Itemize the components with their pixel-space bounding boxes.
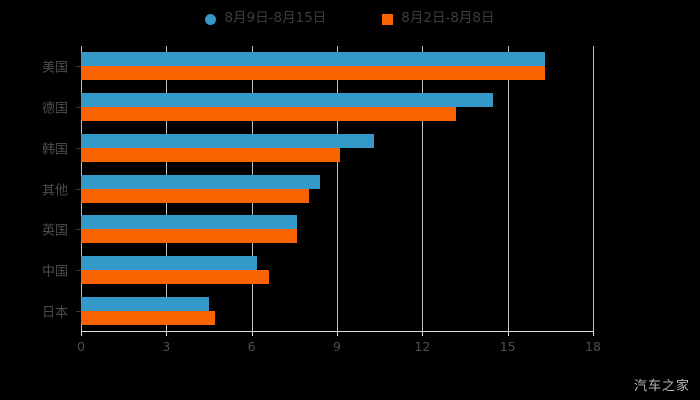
bar-英国-series1[interactable] (81, 215, 298, 230)
y-tick-mark-1 (76, 107, 80, 109)
x-axis-line (81, 331, 594, 332)
gridline-x-9 (337, 46, 338, 331)
y-axis-label-0: 美国 (41, 60, 68, 76)
x-tick-mark-18 (593, 331, 594, 336)
y-tick-mark-5 (76, 269, 80, 271)
gridline-x-15 (507, 46, 509, 331)
legend-label: 8月9日-8月15日 (224, 10, 327, 27)
gridline-x-12 (422, 46, 424, 331)
x-tick-label: 0 (77, 339, 85, 354)
x-tick-mark-3 (166, 331, 168, 336)
x-tick-mark-6 (251, 331, 253, 336)
bar-德国-series1[interactable] (81, 93, 494, 108)
bar-日本-series1[interactable] (81, 296, 209, 311)
x-tick-mark-0 (81, 331, 82, 336)
x-tick-mark-12 (422, 331, 424, 336)
x-tick-label: 18 (585, 339, 601, 354)
x-tick-label: 9 (333, 339, 341, 354)
y-axis-label-6: 日本 (41, 305, 68, 321)
y-tick-mark-2 (76, 147, 80, 149)
bar-德国-series2[interactable] (81, 107, 457, 122)
bar-其他-series1[interactable] (81, 174, 320, 189)
x-tick-label: 6 (247, 339, 256, 354)
y-axis-label-4: 英国 (41, 223, 68, 239)
x-tick-label: 15 (499, 339, 516, 354)
y-tick-mark-4 (76, 229, 80, 231)
bar-美国-series2[interactable] (81, 66, 545, 81)
x-tick-mark-9 (337, 331, 338, 336)
y-tick-mark-3 (76, 188, 80, 190)
y-axis-label-3: 其他 (41, 183, 68, 198)
legend-item-2[interactable]: 8月2日-8月8日 (382, 10, 495, 27)
bar-中国-series2[interactable] (81, 269, 269, 284)
gridline-x-18 (593, 46, 594, 331)
legend-label: 8月2日-8月8日 (401, 10, 495, 27)
watermark: 汽车之家 (633, 379, 690, 394)
legend-marker-square-icon (382, 13, 394, 25)
bar-美国-series1[interactable] (81, 52, 545, 67)
y-axis-label-1: 德国 (41, 101, 68, 117)
x-tick-label: 3 (162, 339, 171, 354)
y-axis-label-2: 韩国 (41, 142, 68, 158)
y-tick-mark-6 (76, 310, 80, 312)
bar-英国-series2[interactable] (81, 229, 298, 244)
x-tick-label: 12 (414, 339, 431, 354)
bar-其他-series2[interactable] (81, 188, 309, 203)
x-tick-mark-15 (507, 331, 509, 336)
bar-日本-series2[interactable] (81, 310, 215, 325)
chart-legend: 8月9日-8月15日 8月2日-8月8日 (0, 8, 700, 30)
legend-marker-circle-icon (205, 13, 217, 25)
bar-韩国-series1[interactable] (81, 133, 374, 148)
y-tick-mark-0 (76, 66, 80, 68)
bar-韩国-series2[interactable] (81, 147, 340, 162)
legend-item-1[interactable]: 8月9日-8月15日 (205, 12, 326, 26)
y-axis-label-5: 中国 (41, 264, 68, 280)
bar-中国-series1[interactable] (81, 255, 258, 270)
